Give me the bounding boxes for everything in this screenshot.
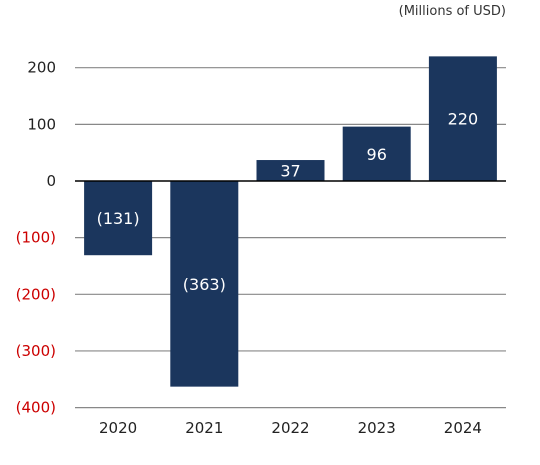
y-tick-label: (200) <box>16 285 56 303</box>
y-tick-label: 0 <box>46 172 56 190</box>
x-tick-label: 2023 <box>358 419 396 437</box>
y-tick-label: 200 <box>27 59 56 77</box>
y-tick-label: (300) <box>16 342 56 360</box>
bar <box>84 181 153 256</box>
data-label: 37 <box>280 162 300 181</box>
y-tick-label: 100 <box>27 115 56 133</box>
x-tick-label: 2024 <box>444 419 482 437</box>
x-tick-label: 2021 <box>185 419 223 437</box>
bar <box>428 56 497 182</box>
y-tick-label: (400) <box>16 399 56 417</box>
bar <box>342 126 411 181</box>
data-label: (131) <box>97 209 140 228</box>
x-tick-label: 2020 <box>99 419 137 437</box>
y-tick-label: (100) <box>16 229 56 247</box>
data-label: 96 <box>367 145 387 164</box>
unit-label: (Millions of USD) <box>398 4 506 19</box>
bar <box>170 181 239 387</box>
data-label: 220 <box>448 110 479 129</box>
x-tick-label: 2022 <box>271 419 309 437</box>
bar <box>256 160 325 181</box>
data-label: (363) <box>183 275 226 294</box>
